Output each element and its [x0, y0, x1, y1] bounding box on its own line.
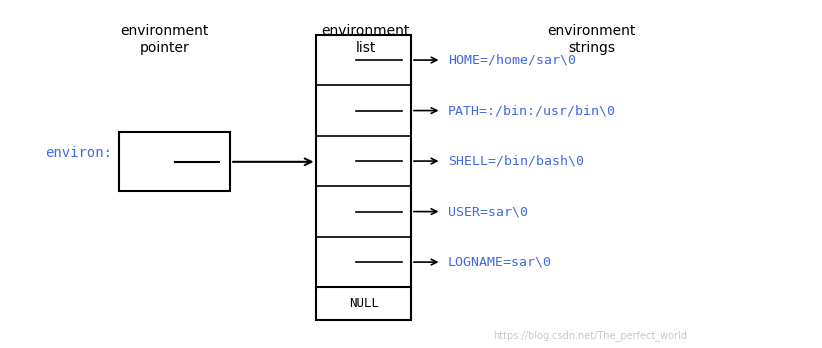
Text: environ:: environ:: [45, 146, 113, 160]
Text: environment
strings: environment strings: [547, 24, 636, 55]
Text: HOME=/home/sar\0: HOME=/home/sar\0: [448, 54, 576, 66]
Bar: [316, 35, 411, 320]
Text: NULL: NULL: [349, 297, 379, 310]
Text: PATH=:/bin:/usr/bin\0: PATH=:/bin:/usr/bin\0: [448, 104, 616, 117]
Text: SHELL=/bin/bash\0: SHELL=/bin/bash\0: [448, 155, 584, 168]
Bar: [119, 132, 230, 191]
Text: environment
pointer: environment pointer: [120, 24, 209, 55]
Text: LOGNAME=sar\0: LOGNAME=sar\0: [448, 255, 552, 269]
Text: USER=sar\0: USER=sar\0: [448, 205, 528, 218]
Text: environment
list: environment list: [321, 24, 410, 55]
Text: https://blog.csdn.net/The_perfect_world: https://blog.csdn.net/The_perfect_world: [493, 330, 687, 341]
